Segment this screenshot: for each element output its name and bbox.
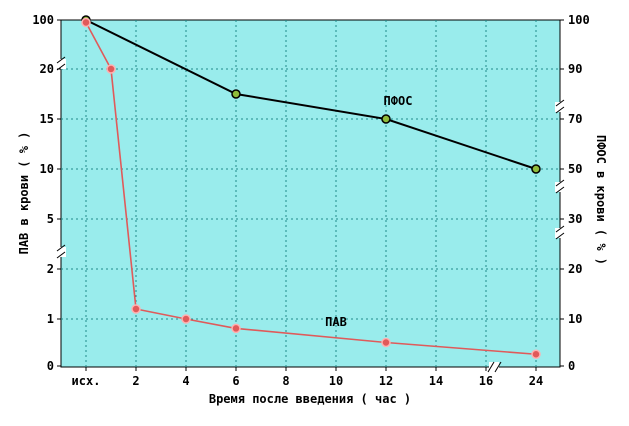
- y-right-tick-label: 20: [568, 262, 582, 276]
- axis-break-slash: [56, 244, 66, 252]
- series-point-pfos: [381, 114, 391, 124]
- axis-break-slash: [555, 225, 565, 233]
- axis-break-gap: [555, 102, 565, 112]
- y-left-tick-label: 10: [40, 162, 54, 176]
- y-right-tick-label: 0: [568, 359, 575, 373]
- y-right-tick-label: 30: [568, 212, 582, 226]
- axis-break-mark: [555, 99, 565, 114]
- series-point-pav: [106, 64, 116, 74]
- y-left-axis-ticks: 0 1 2 5 10 15 20 100: [32, 13, 61, 373]
- x-tick-label: 10: [329, 374, 343, 388]
- y-right-tick-label: 90: [568, 62, 582, 76]
- x-tick-label: 14: [429, 374, 443, 388]
- axis-break-gap: [56, 247, 66, 257]
- series-point-pfos: [231, 89, 241, 99]
- series-point-pav: [131, 304, 141, 314]
- axis-break-gap: [489, 362, 499, 372]
- axis-break-mark: [555, 225, 565, 240]
- series-point-pav: [231, 323, 241, 334]
- axis-break-gap: [555, 182, 565, 192]
- axis-break-slash: [494, 361, 502, 373]
- y-right-tick-label: 10: [568, 312, 582, 326]
- axis-break-slash: [555, 179, 565, 187]
- series-point-pav: [181, 314, 191, 324]
- y-right-tick-label: 70: [568, 112, 582, 126]
- series-label-pfos: ПФОС: [384, 94, 413, 108]
- y-left-tick-label: 2: [47, 262, 54, 276]
- axis-break-mark: [487, 361, 502, 373]
- grid-lines: [61, 20, 560, 367]
- x-axis-ticks: исх. 2 4 6 8 10 12 14 16 24: [72, 367, 543, 388]
- axis-break-slash: [555, 106, 565, 114]
- series-label-pav: ПАВ: [325, 315, 347, 329]
- y-right-tick-label: 100: [568, 13, 590, 27]
- x-tick-label: 4: [182, 374, 189, 388]
- y-right-axis-ticks: 0 10 20 30 50 70 90 100: [560, 13, 590, 373]
- y-left-tick-label: 5: [47, 212, 54, 226]
- y-left-axis-title: ПАВ в крови ( % ): [17, 132, 31, 255]
- series-point-pav: [81, 17, 91, 28]
- x-tick-label: 24: [529, 374, 543, 388]
- axis-break-slash: [555, 232, 565, 240]
- x-tick-label: 6: [232, 374, 239, 388]
- x-tick-label: 2: [132, 374, 139, 388]
- x-axis-title: Время после введения ( час ): [209, 392, 411, 406]
- y-left-tick-label: 15: [40, 112, 54, 126]
- y-left-tick-label: 0: [47, 359, 54, 373]
- y-right-tick-label: 50: [568, 162, 582, 176]
- series-point-pav: [531, 349, 541, 359]
- x-tick-label: исх.: [72, 374, 101, 388]
- axis-break-slash: [487, 361, 495, 373]
- x-tick-label: 8: [282, 374, 289, 388]
- y-left-tick-label: 100: [32, 13, 54, 27]
- axis-break-mark: [56, 244, 66, 259]
- y-left-tick-label: 1: [47, 312, 54, 326]
- axis-break-slash: [555, 99, 565, 107]
- series-layer: [81, 15, 541, 359]
- axis-breaks: [56, 56, 565, 373]
- axis-break-slash: [56, 56, 66, 64]
- series-labels: ПФОС ПАВ: [325, 94, 412, 329]
- x-tick-label: 16: [479, 374, 493, 388]
- series-point-pfos: [531, 164, 541, 174]
- plot-area: [60, 19, 561, 368]
- axis-break-mark: [555, 179, 565, 194]
- axis-break-slash: [555, 186, 565, 194]
- y-right-axis-title: ПФОС в крови ( % ): [594, 135, 608, 265]
- series-point-pav: [381, 337, 391, 348]
- axis-break-gap: [56, 59, 66, 69]
- axis-break-gap: [555, 228, 565, 238]
- series-line-pfos: [85, 19, 537, 170]
- axis-break-slash: [56, 251, 66, 259]
- y-left-tick-label: 20: [40, 62, 54, 76]
- x-tick-label: 12: [379, 374, 393, 388]
